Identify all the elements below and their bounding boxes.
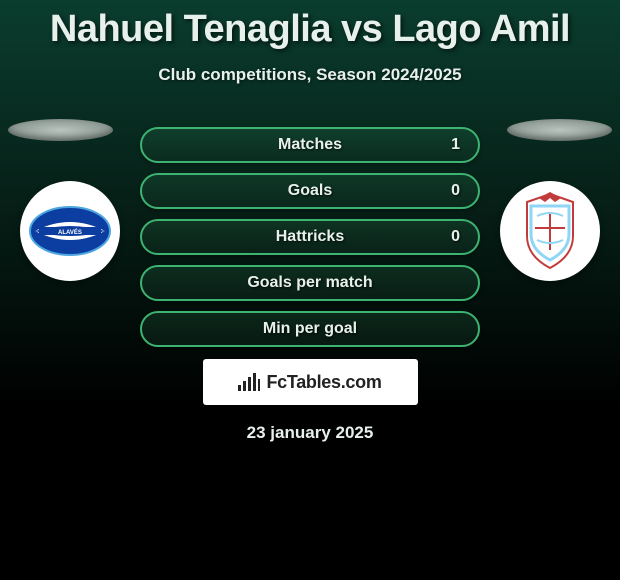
stat-row: Min per goal [140,311,480,347]
stat-label: Goals [288,182,332,200]
subtitle: Club competitions, Season 2024/2025 [0,65,620,85]
team-badge-left: ALAVÉS [20,181,120,281]
date-label: 23 january 2025 [0,423,620,443]
stat-label: Goals per match [247,274,372,292]
stat-row: Hattricks 0 [140,219,480,255]
team-badge-right [500,181,600,281]
page-title: Nahuel Tenaglia vs Lago Amil [0,0,620,51]
stat-row: Goals 0 [140,173,480,209]
stat-value: 0 [451,182,460,200]
bar-chart-icon [238,373,260,391]
fctables-logo: FcTables.com [203,359,418,405]
stat-row: Goals per match [140,265,480,301]
stat-label: Min per goal [263,320,357,338]
player-head-left [8,119,113,141]
stat-value: 0 [451,228,460,246]
logo-text: FcTables.com [266,372,381,393]
stat-label: Hattricks [276,228,344,246]
stats-list: Matches 1 Goals 0 Hattricks 0 Goals per … [140,127,480,347]
svg-text:ALAVÉS: ALAVÉS [58,228,82,236]
player-head-right [507,119,612,141]
stat-row: Matches 1 [140,127,480,163]
stat-label: Matches [278,136,342,154]
celta-logo-icon [519,192,581,270]
alaves-logo-icon: ALAVÉS [29,201,111,261]
comparison-area: ALAVÉS Matches 1 Goals 0 Hattricks 0 Goa… [0,127,620,443]
stat-value: 1 [451,136,460,154]
